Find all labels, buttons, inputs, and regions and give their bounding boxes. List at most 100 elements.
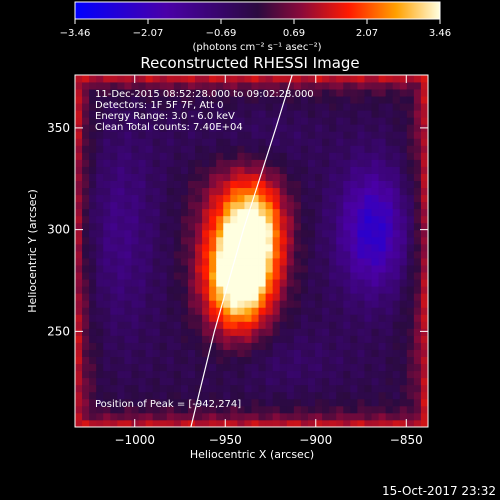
heatmap-cell [187, 138, 196, 146]
heatmap-cell [117, 293, 125, 301]
heatmap-cell [75, 180, 83, 189]
heatmap-cell [336, 321, 344, 329]
heatmap-cell [124, 384, 132, 393]
heatmap-cell [329, 286, 337, 294]
heatmap-cell [279, 419, 288, 427]
heatmap-cell [223, 89, 231, 97]
heatmap-cell [244, 342, 252, 350]
heatmap-cell [392, 307, 401, 315]
heatmap-cell [350, 138, 358, 146]
heatmap-cell [244, 138, 252, 146]
heatmap-cell [392, 194, 401, 203]
heatmap-cell [413, 272, 422, 280]
heatmap-cell [89, 201, 97, 210]
heatmap-cell [103, 187, 111, 196]
heatmap-cell [159, 412, 168, 421]
heatmap-cell [406, 335, 415, 343]
heatmap-cell [82, 349, 90, 357]
heatmap-cell [209, 349, 217, 357]
heatmap-cell [124, 173, 132, 181]
heatmap-cell [230, 89, 238, 97]
heatmap-cell [343, 173, 351, 181]
heatmap-cell [96, 75, 104, 83]
heatmap-cell [251, 391, 259, 400]
heatmap-cell [138, 391, 146, 400]
heatmap-cell [195, 117, 203, 125]
heatmap-cell [124, 89, 132, 97]
heatmap-cell [173, 103, 182, 111]
heatmap-cell [371, 222, 379, 231]
heatmap-cell [96, 159, 104, 167]
heatmap-cell [371, 307, 379, 315]
heatmap-cell [371, 96, 379, 104]
heatmap-cell [124, 180, 132, 189]
heatmap-cell [124, 222, 132, 231]
heatmap-cell [293, 208, 302, 217]
heatmap-cell [413, 286, 422, 294]
heatmap-cell [293, 82, 302, 90]
heatmap-cell [209, 208, 217, 217]
heatmap-cell [315, 180, 323, 189]
heatmap-cell [293, 265, 302, 273]
heatmap-cell [420, 243, 428, 252]
heatmap-cell [364, 75, 372, 83]
heatmap-cell [300, 180, 309, 189]
heatmap-cell [364, 138, 372, 146]
heatmap-cell [406, 328, 415, 336]
heatmap-cell [406, 89, 415, 97]
heatmap-cell [237, 314, 245, 322]
heatmap-cell [195, 293, 203, 301]
heatmap-cell [392, 96, 401, 104]
heatmap-cell [159, 370, 168, 379]
heatmap-cell [420, 110, 428, 118]
heatmap-cell [336, 82, 344, 90]
heatmap-cell [293, 117, 302, 125]
heatmap-cell [152, 194, 161, 203]
heatmap-cell [279, 384, 288, 393]
heatmap-cell [258, 229, 267, 238]
heatmap-cell [244, 152, 252, 160]
heatmap-cell [322, 251, 330, 259]
heatmap-cell [202, 265, 210, 273]
heatmap-cell [392, 124, 401, 132]
heatmap-cell [364, 89, 372, 97]
heatmap-cell [124, 363, 132, 372]
heatmap-cell [413, 370, 422, 379]
colorbar-tick-label: −0.69 [206, 28, 237, 39]
heatmap-cell [223, 159, 231, 167]
heatmap-cell [307, 307, 316, 315]
heatmap-cell [385, 173, 394, 181]
heatmap-cell [322, 356, 330, 365]
heatmap-cell [75, 405, 83, 414]
heatmap-cell [279, 398, 288, 407]
colorbar-tick-label: −3.46 [60, 28, 91, 39]
heatmap-cell [329, 236, 337, 245]
heatmap-cell [307, 377, 316, 386]
heatmap-cell [336, 124, 344, 132]
heatmap-cell [392, 363, 401, 372]
heatmap-cell [293, 377, 302, 386]
heatmap-cell [371, 243, 379, 252]
heatmap-cell [82, 215, 90, 224]
heatmap-cell [131, 279, 139, 287]
heatmap-cell [357, 286, 365, 294]
heatmap-cell [244, 236, 252, 245]
heatmap-cell [82, 356, 90, 365]
heatmap-cell [272, 201, 281, 210]
heatmap-cell [187, 110, 196, 118]
heatmap-cell [385, 321, 394, 329]
heatmap-cell [251, 243, 259, 252]
heatmap-cell [307, 363, 316, 372]
heatmap-cell [75, 419, 83, 427]
heatmap-cell [145, 187, 154, 196]
heatmap-cell [131, 173, 139, 181]
heatmap-cell [251, 131, 259, 139]
heatmap-cell [131, 208, 139, 217]
heatmap-cell [399, 110, 408, 118]
heatmap-cell [209, 222, 217, 231]
heatmap-cell [124, 187, 132, 196]
heatmap-cell [385, 377, 394, 386]
heatmap-cell [237, 110, 245, 118]
heatmap-cell [399, 363, 408, 372]
heatmap-cell [392, 279, 401, 287]
